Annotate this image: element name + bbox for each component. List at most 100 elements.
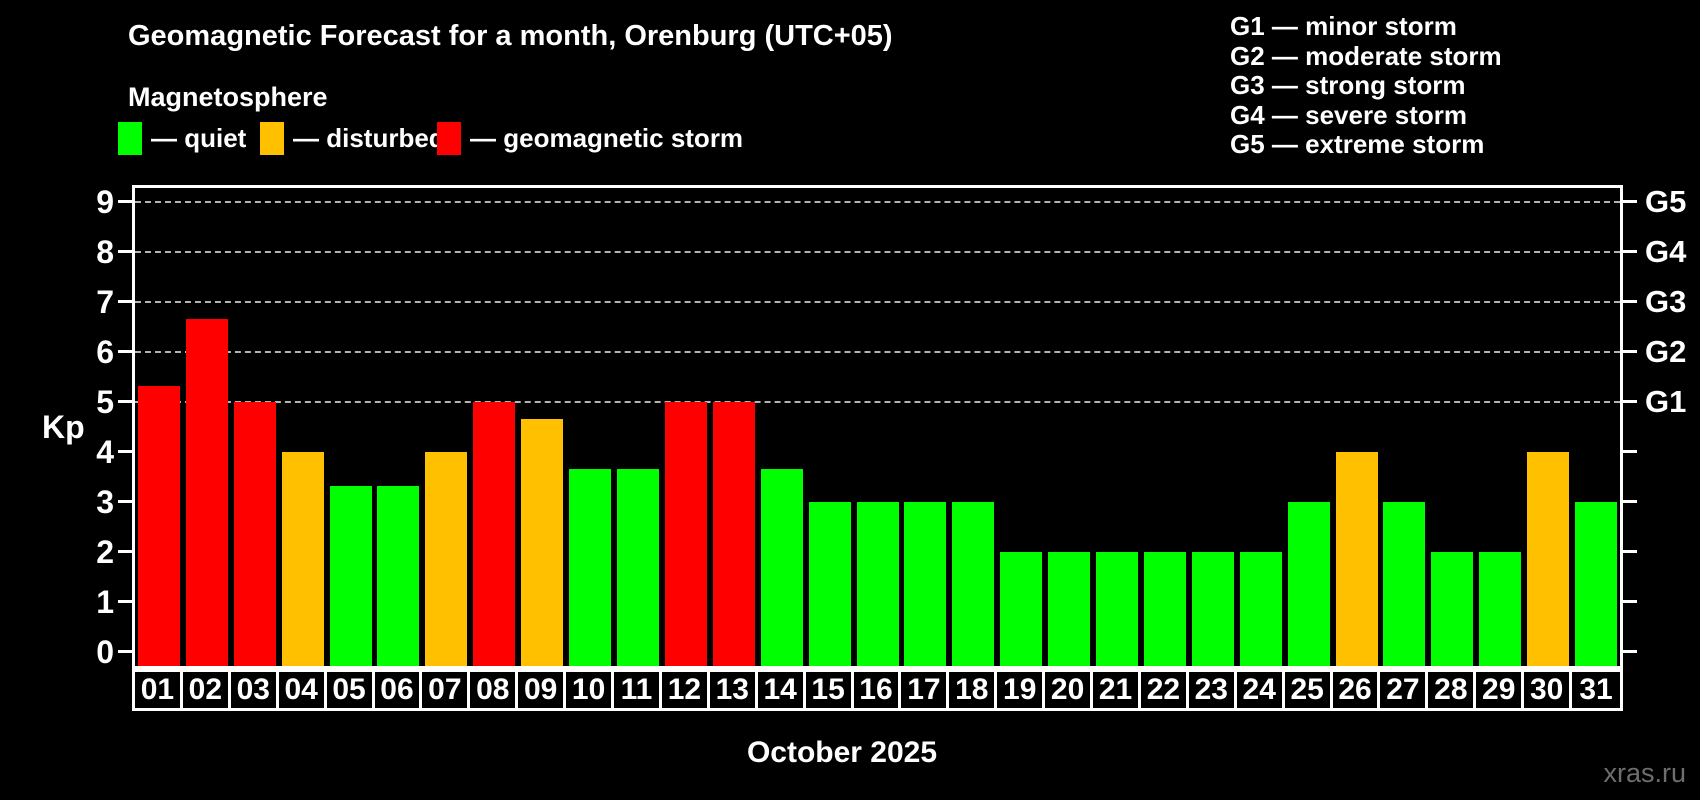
right-axis-g-labels: G1 G2 G3 G4 G5 [1645,0,1700,800]
legend-label-quiet: — quiet [151,123,247,153]
legend-item-disturbed: — disturbed [260,122,445,155]
gridline-kp8 [135,251,1620,253]
legend-label-disturbed: — disturbed [293,123,445,153]
legend-item-storm: — geomagnetic storm [437,122,743,155]
y-tick-label-5: 5 [96,384,114,420]
bar-day-31 [1575,502,1618,666]
day-label-29: 29 [1476,672,1525,708]
tick-left-kp2 [118,550,132,553]
tick-left-kp6 [118,350,132,353]
g-legend-line-g5: G5 — extreme storm [1230,129,1485,159]
chart-subtitle: Magnetosphere [128,82,328,112]
bar-day-10 [569,468,612,666]
bar-day-22 [1143,552,1186,666]
y-tick-label-2: 2 [96,534,114,570]
day-label-28: 28 [1428,672,1477,708]
g-scale-legend: G1 — minor storm G2 — moderate storm G3 — … [1230,11,1502,160]
gridline-kp5 [135,401,1620,403]
bar-day-15 [808,502,851,666]
day-label-18: 18 [949,672,998,708]
bar-day-06 [377,485,420,666]
g-legend-line-g4: G4 — severe storm [1230,99,1468,130]
day-label-23: 23 [1188,672,1237,708]
bar-day-11 [616,468,659,666]
y-tick-label-3: 3 [96,484,114,520]
day-label-10: 10 [566,672,615,708]
color-legend: — quiet — disturbed — geomagnetic storm [118,122,1018,156]
right-axis-label-g2: G2 [1645,334,1687,369]
x-axis-title: October 2025 [746,736,938,769]
gridline-kp7 [135,301,1620,303]
bar-day-12 [664,402,707,666]
day-label-04: 04 [278,672,327,708]
tick-left-kp8 [118,250,132,253]
day-label-22: 22 [1140,672,1189,708]
g-legend-line-g1: G1 — minor storm [1230,11,1457,41]
bar-day-26 [1335,452,1378,666]
tick-right-kp4 [1623,450,1637,453]
day-label-11: 11 [614,672,662,708]
tick-left-kp9 [118,200,132,203]
bar-day-19 [1000,552,1043,666]
tick-right-kp0 [1623,650,1637,653]
bar-day-08 [473,402,516,666]
bar-day-16 [856,502,899,666]
legend-swatch-quiet [118,122,142,155]
bar-day-20 [1048,552,1091,666]
bar-day-09 [521,418,564,666]
bar-day-23 [1191,552,1234,666]
bar-day-17 [904,502,947,666]
bar-day-18 [952,502,995,666]
tick-right-kp5 [1623,400,1637,403]
tick-left-kp1 [118,600,132,603]
tick-right-kp3 [1623,500,1637,503]
bar-day-05 [329,485,372,666]
right-axis-label-g1: G1 [1645,384,1687,419]
bar-day-28 [1431,552,1474,666]
bar-day-30 [1527,452,1570,666]
gridline-kp9 [135,201,1620,203]
day-label-03: 03 [230,672,279,708]
bar-day-25 [1287,502,1330,666]
tick-right-kp7 [1623,300,1637,303]
right-axis-label-g4: G4 [1645,234,1687,269]
bar-day-01 [137,385,180,666]
day-label-12: 12 [661,672,710,708]
y-tick-label-9: 9 [96,184,114,220]
bar-day-13 [712,402,755,666]
day-label-31: 31 [1572,672,1620,708]
g-legend-line-g2: G2 — moderate storm [1230,40,1502,71]
day-label-15: 15 [805,672,854,708]
day-label-09: 09 [518,672,567,708]
tick-left-kp4 [118,450,132,453]
bar-day-29 [1479,552,1522,666]
bar-day-14 [760,468,803,666]
plot-area [118,185,1637,669]
tick-right-kp1 [1623,600,1637,603]
page-title: Geomagnetic Forecast for a month, Orenbu… [128,20,893,52]
x-axis-day-labels: 01 02 03 04 05 06 07 08 09 10 11 12 13 14 15 16 17 18 19 20… [132,669,1623,711]
y-tick-label-8: 8 [96,234,114,270]
day-label-20: 20 [1045,672,1094,708]
bar-day-03 [233,402,276,666]
day-label-05: 05 [326,672,375,708]
tick-right-kp8 [1623,250,1637,253]
day-label-01: 01 [135,672,183,708]
watermark: xras.ru [1603,758,1686,788]
legend-item-quiet: — quiet [118,122,246,155]
gridline-kp6 [135,351,1620,353]
bar-day-21 [1096,552,1139,666]
tick-right-kp6 [1623,350,1637,353]
right-axis-label-g5: G5 [1645,184,1687,219]
y-tick-label-0: 0 [96,634,114,670]
bar-day-27 [1383,502,1426,666]
tick-right-kp9 [1623,200,1637,203]
day-label-17: 17 [901,672,950,708]
bar-day-02 [185,318,228,666]
day-label-26: 26 [1332,672,1381,708]
tick-left-kp5 [118,400,132,403]
right-axis-label-g3: G3 [1645,284,1687,319]
day-label-14: 14 [757,672,806,708]
tick-left-kp0 [118,650,132,653]
day-label-16: 16 [853,672,902,708]
